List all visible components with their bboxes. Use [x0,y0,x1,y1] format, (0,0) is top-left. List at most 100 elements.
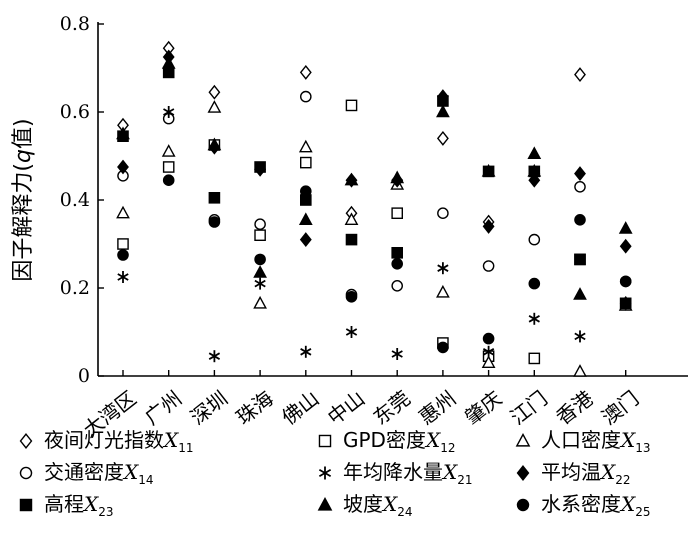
marker-circle-filled [516,498,530,512]
data-point [299,64,312,80]
marker-square-filled [19,498,33,512]
marker-diamond-filled [516,465,530,481]
data-point [117,159,129,175]
x-tick-label: 广州 [140,386,186,430]
legend-item: 高程X23 [19,492,114,519]
data-point [208,350,221,363]
data-point [300,345,312,358]
legend-item: 年均降水量X21 [318,460,473,487]
marker-triangle-filled [317,497,333,511]
legend-item: 水系密度X25 [516,492,651,519]
data-point [299,90,312,103]
data-point [619,297,632,310]
data-point [254,253,266,266]
series-5 [117,106,632,363]
legend-label: 交通密度X14 [44,460,154,487]
data-point [391,348,403,360]
marker-asterisk [318,466,332,480]
legend-item: 夜间灯光指数X11 [19,428,194,455]
data-point [482,345,495,358]
x-tick-label: 香港 [551,386,597,430]
y-axis-title-prefix: 因子解释力( [11,163,36,282]
data-point [162,161,175,173]
data-point [573,287,587,300]
data-points [116,40,633,377]
y-tick-label: 0 [78,365,90,387]
data-point [345,326,358,338]
data-point [207,100,222,113]
data-point [528,312,540,325]
data-point [481,355,496,368]
x-tick-label: 惠州 [414,386,460,430]
data-point [436,104,450,118]
y-axis-title-suffix: 值) [11,118,36,149]
series-9 [117,174,632,354]
y-tick-label: 0.6 [60,101,90,123]
legend-label: GPD密度X12 [343,428,456,455]
series-1 [117,40,632,311]
data-point [482,218,495,234]
data-point [208,191,221,204]
data-point [116,126,130,140]
x-tick-label: 中山 [323,386,369,430]
y-tick-label: 0.2 [60,277,90,299]
data-point [436,284,450,298]
data-point [254,277,266,290]
data-point [482,260,495,272]
x-tick-label: 肇庆 [460,386,506,430]
data-point [254,229,266,242]
series-8 [116,56,633,300]
data-point [528,165,541,178]
series-6 [117,49,632,254]
data-point [436,130,449,146]
y-axis-title-var: q [11,149,36,163]
data-point [391,279,404,292]
data-point [527,146,542,160]
x-tick-label: 珠海 [232,386,278,430]
y-tick-label: 0.8 [60,13,90,35]
data-point [528,233,541,246]
y-axis-title: 因子解释力(q值) [11,118,36,281]
data-point [117,249,129,261]
data-point [208,84,221,100]
data-point [391,257,404,270]
data-point [574,253,586,266]
legend-label: 水系密度X25 [541,492,651,519]
data-point [344,212,359,226]
legend-item: 交通密度X14 [19,460,154,487]
data-point [116,205,130,219]
data-point [574,166,586,182]
marker-circle-open [19,466,33,480]
legend: 夜间灯光指数X11 GPD密度X12 人口密度X13 交通密度X14 年均降水量X21 平… [19,428,651,519]
data-point [300,156,312,169]
y-ticks: 0 0.2 0.4 0.6 0.8 [60,13,104,387]
legend-label: 夜间灯光指数X11 [44,428,194,455]
data-point [619,238,632,254]
data-point [207,137,222,151]
legend-label: 年均降水量X21 [343,460,473,487]
x-tick-label: 江门 [506,386,552,430]
data-point [574,330,586,343]
legend-label: 平均温X22 [541,460,631,487]
series-2 [117,99,632,365]
data-point [161,144,176,157]
data-point [344,172,359,186]
data-point [481,163,496,177]
data-point [345,99,358,112]
data-point [345,290,358,303]
data-point [391,207,404,220]
data-point [161,56,176,69]
data-point [117,238,129,250]
data-point [162,66,175,79]
data-point [528,352,541,365]
legend-label: 高程X23 [44,492,114,519]
data-point [391,246,404,259]
data-point [345,233,358,246]
marker-square-open [318,434,332,448]
x-tick-label: 深圳 [186,386,232,430]
data-point [619,275,632,288]
data-point [298,212,313,226]
data-point [253,265,267,278]
legend-item: 坡度X24 [317,492,413,519]
